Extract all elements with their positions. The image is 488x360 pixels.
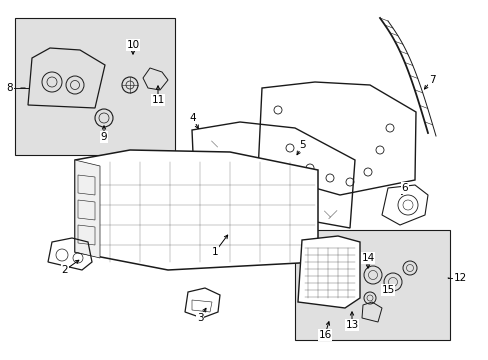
Polygon shape	[297, 236, 359, 308]
Text: 12: 12	[452, 273, 466, 283]
Text: 15: 15	[381, 285, 394, 295]
Text: 2: 2	[61, 265, 68, 275]
Text: 6: 6	[401, 183, 407, 193]
Text: 1: 1	[211, 247, 218, 257]
Text: 7: 7	[428, 75, 434, 85]
Text: 11: 11	[151, 95, 164, 105]
Bar	[294, 230, 449, 340]
Text: 14: 14	[361, 253, 374, 263]
Text: 8: 8	[7, 83, 13, 93]
Polygon shape	[75, 150, 317, 270]
Text: 4: 4	[189, 113, 196, 123]
Text: 3: 3	[196, 313, 203, 323]
Polygon shape	[75, 160, 100, 258]
Text: 9: 9	[101, 132, 107, 142]
Text: 5: 5	[299, 140, 305, 150]
Text: 13: 13	[345, 320, 358, 330]
Text: 10: 10	[126, 40, 139, 50]
Text: 16: 16	[318, 330, 331, 340]
Bar	[15, 18, 175, 155]
